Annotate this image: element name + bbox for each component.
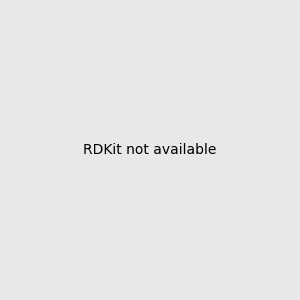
Text: RDKit not available: RDKit not available xyxy=(83,143,217,157)
